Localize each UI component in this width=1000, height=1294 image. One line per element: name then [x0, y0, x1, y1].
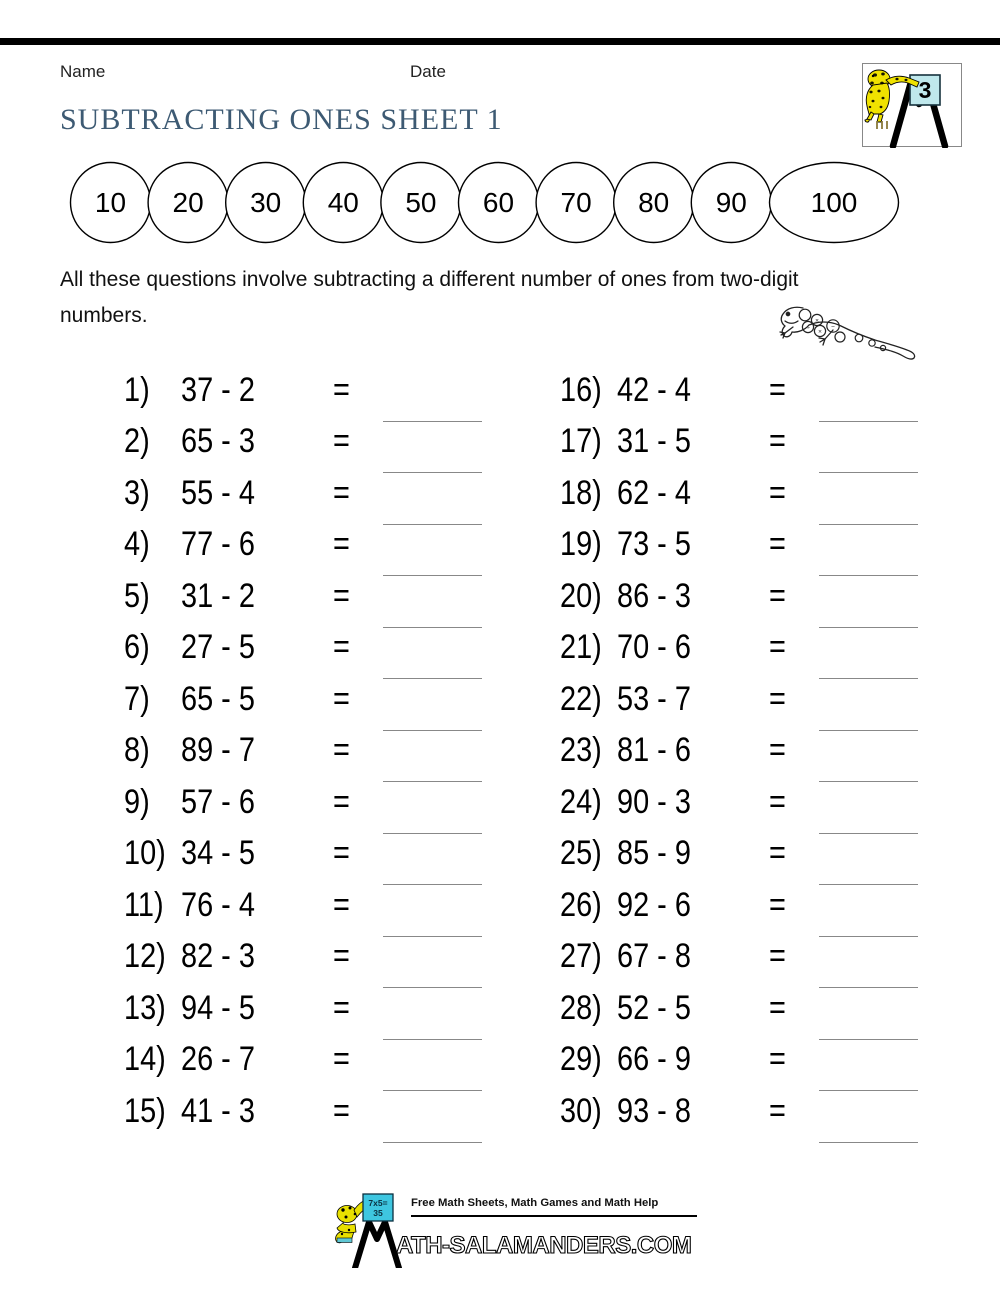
svg-text:ATH-SALAMANDERS.COM: ATH-SALAMANDERS.COM	[396, 1232, 691, 1259]
svg-text:35: 35	[373, 1208, 383, 1218]
svg-text:7x5=: 7x5=	[368, 1198, 387, 1208]
svg-text:Free Math Sheets, Math Games a: Free Math Sheets, Math Games and Math He…	[411, 1197, 658, 1209]
